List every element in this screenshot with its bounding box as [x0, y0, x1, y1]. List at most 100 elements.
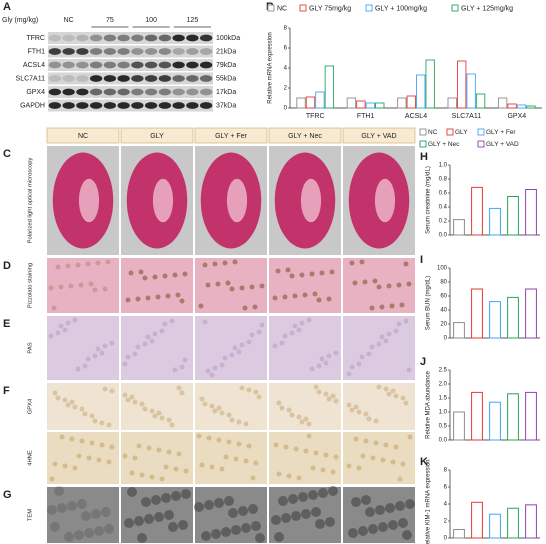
legend-label: GLY + VAD	[486, 141, 519, 148]
protein-label: FTH1	[28, 48, 46, 55]
texture	[62, 463, 68, 469]
blot-strip	[48, 86, 213, 98]
texture	[125, 397, 131, 403]
texture	[298, 492, 308, 502]
texture	[54, 486, 64, 496]
column-header: NC	[78, 133, 88, 140]
row-label: Pizzolato staining	[28, 263, 34, 308]
row-label: PAS	[28, 342, 34, 353]
texture	[333, 398, 339, 404]
blot-band	[172, 48, 185, 55]
texture	[62, 397, 68, 403]
texture	[151, 495, 161, 505]
legend-swatch	[477, 140, 485, 148]
panel-label: D	[3, 260, 11, 272]
texture	[370, 455, 376, 461]
texture	[102, 286, 108, 292]
panel-label: E	[3, 318, 10, 330]
legend-swatch	[365, 4, 373, 12]
bar	[525, 391, 537, 441]
legend-swatch	[419, 140, 427, 148]
texture	[292, 293, 298, 299]
texture	[62, 327, 68, 333]
size-label: 100kDa	[216, 35, 240, 42]
legend-swatch	[419, 128, 427, 136]
blot-band	[89, 102, 103, 109]
texture	[135, 296, 141, 302]
legend-swatch	[446, 128, 454, 136]
legend-label: GLY 75mg/kg	[309, 5, 351, 12]
bar	[525, 189, 537, 236]
blot-band	[117, 102, 130, 109]
blot-strip	[48, 99, 213, 112]
texture	[239, 385, 245, 391]
texture	[311, 507, 321, 517]
texture	[393, 393, 399, 399]
panel-label: K	[420, 456, 428, 468]
legend-swatch	[267, 4, 275, 12]
texture	[403, 261, 409, 267]
blot-band	[158, 102, 172, 109]
micrograph	[47, 316, 119, 380]
blot-strip	[48, 32, 213, 44]
y-tick-label: 0	[444, 536, 448, 542]
texture	[375, 505, 385, 515]
y-tick-label: 6	[444, 485, 448, 491]
texture	[403, 318, 409, 324]
texture	[68, 283, 74, 289]
texture	[272, 295, 278, 301]
texture	[349, 364, 355, 370]
texture	[229, 352, 235, 358]
texture	[299, 419, 305, 425]
texture	[323, 360, 329, 366]
texture	[72, 465, 78, 471]
blot-band	[89, 75, 103, 82]
texture	[380, 457, 386, 463]
texture	[72, 404, 78, 410]
blot-band	[48, 34, 62, 42]
kidney-medulla	[226, 178, 248, 223]
texture	[385, 503, 395, 513]
texture	[76, 453, 82, 459]
texture	[349, 407, 355, 413]
blot-band	[131, 61, 144, 69]
blot-band	[62, 61, 75, 69]
texture	[296, 475, 302, 481]
y-tick-label: 0	[444, 336, 448, 342]
texture	[249, 284, 255, 290]
bar	[356, 100, 366, 109]
texture	[104, 524, 114, 534]
texture	[274, 532, 284, 542]
texture	[226, 439, 232, 445]
y-tick-label: 2	[284, 86, 288, 92]
texture	[216, 405, 222, 411]
texture	[333, 350, 339, 356]
texture	[122, 361, 128, 367]
texture	[281, 513, 291, 523]
texture	[241, 523, 251, 533]
kidney-medulla	[300, 178, 322, 223]
group-label: NC	[64, 17, 74, 24]
texture	[236, 349, 242, 355]
bar	[516, 104, 527, 109]
blot-band	[89, 48, 103, 55]
texture	[313, 450, 319, 456]
y-tick-label: 0.6	[439, 191, 448, 197]
texture	[365, 507, 375, 517]
micrograph	[195, 432, 267, 484]
texture	[363, 438, 369, 444]
texture	[50, 522, 60, 532]
texture	[293, 446, 299, 452]
texture	[348, 528, 358, 538]
texture	[202, 262, 208, 268]
column-header-box	[194, 127, 268, 144]
texture	[309, 271, 315, 277]
texture	[383, 442, 389, 448]
texture	[74, 530, 84, 540]
texture	[393, 444, 399, 450]
size-label: 21kDa	[216, 48, 236, 55]
texture	[356, 465, 362, 471]
texture	[156, 447, 162, 453]
texture	[75, 262, 81, 268]
texture	[361, 495, 371, 505]
